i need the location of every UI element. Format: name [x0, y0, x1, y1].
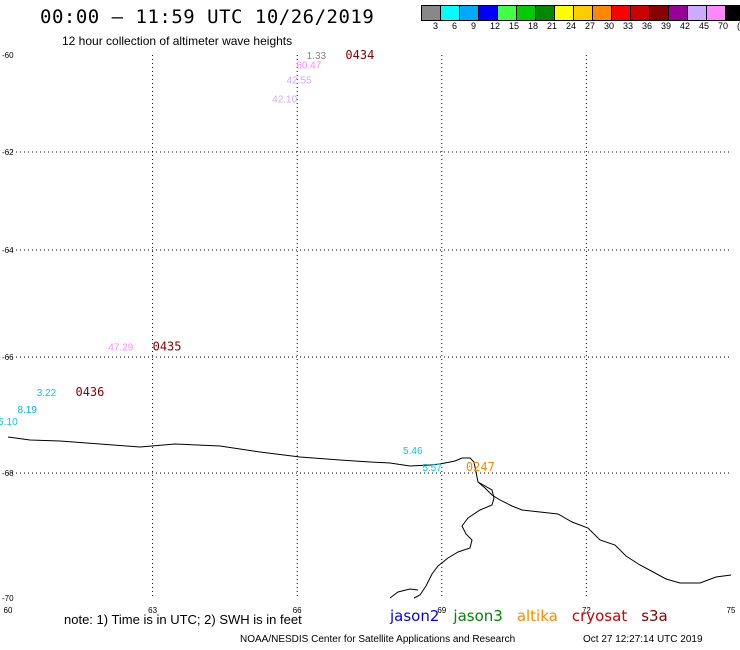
- lat-lon-grid: [8, 55, 731, 598]
- pass-time-label: 0435: [153, 339, 182, 353]
- x-tick-label: 72: [582, 606, 591, 615]
- satellite-name: altika: [516, 607, 558, 625]
- wave-height-value: 5.46: [403, 446, 423, 457]
- legend-label: 36: [642, 21, 653, 31]
- x-tick-label: 75: [727, 606, 736, 615]
- y-tick-label: -60: [2, 51, 14, 60]
- y-tick-label: -68: [2, 469, 14, 478]
- coastline-inlet: [413, 481, 495, 599]
- legend-label: 18: [528, 21, 539, 31]
- map-title: 00:00 – 11:59 UTC 10/26/2019: [40, 6, 375, 28]
- y-tick-label: -70: [2, 594, 14, 603]
- wave-height-value: 8.19: [17, 405, 37, 416]
- map-subtitle: 12 hour collection of altimeter wave hei…: [62, 34, 293, 48]
- satellite-name: cryosat: [571, 607, 628, 625]
- legend-label: 45: [699, 21, 710, 31]
- wave-height-value: 3.22: [37, 388, 57, 399]
- legend-label: 70: [718, 21, 729, 31]
- coastline-main: [7, 436, 732, 584]
- legend-label: 6: [452, 21, 458, 31]
- legend-label: 39: [661, 21, 672, 31]
- satellite-pass-times: 0434 0435 0436 0247: [75, 48, 494, 474]
- legend-swatch: [725, 5, 740, 21]
- pass-time-label: 0434: [345, 48, 374, 62]
- legend-label: 9: [471, 21, 477, 31]
- wave-height-value: 47.29: [108, 342, 133, 353]
- footnote: note: 1) Time is in UTC; 2) SWH is in fe…: [64, 612, 302, 627]
- legend-label: 21: [547, 21, 558, 31]
- pass-time-label: 0436: [75, 385, 104, 399]
- wave-height-value: 1.33: [307, 51, 327, 62]
- color-legend: [421, 5, 740, 21]
- satellite-legend: jason2 jason3 altika cryosat s3a: [390, 607, 682, 625]
- legend-label: 15: [509, 21, 520, 31]
- wave-height-value: 5.10: [0, 417, 18, 428]
- legend-label: 3: [433, 21, 439, 31]
- legend-label: 42: [680, 21, 691, 31]
- axis-tick-labels: 60 63 66 69 72 75 -60 -62 -64 -66 -68 -70: [2, 51, 736, 615]
- wave-height-value: 42.10: [272, 95, 297, 106]
- coastline-islet: [389, 588, 419, 599]
- x-tick-label: 63: [148, 606, 157, 615]
- satellite-name: jason3: [453, 607, 503, 625]
- legend-label: 24: [566, 21, 577, 31]
- legend-label: (ft): [737, 21, 740, 31]
- legend-label: 27: [585, 21, 596, 31]
- wave-height-value: 5.57: [422, 463, 442, 474]
- y-tick-label: -66: [2, 353, 14, 362]
- pass-time-label: 0247: [466, 460, 495, 474]
- x-tick-label: 69: [437, 606, 446, 615]
- x-tick-label: 60: [4, 606, 13, 615]
- x-tick-label: 66: [293, 606, 302, 615]
- timestamp-text: Oct 27 12:27:14 UTC 2019: [583, 634, 703, 645]
- y-tick-label: -62: [2, 148, 14, 157]
- wave-height-value: 60.47: [296, 61, 321, 72]
- y-tick-label: -64: [2, 246, 14, 255]
- antarctic-coastline: [7, 436, 732, 599]
- legend-label: 12: [490, 21, 501, 31]
- legend-label: 33: [623, 21, 634, 31]
- satellite-name: jason2: [390, 607, 440, 625]
- wave-height-value: 42.55: [287, 75, 312, 86]
- legend-label: 30: [604, 21, 615, 31]
- satellite-name: s3a: [641, 607, 668, 625]
- credit-text: NOAA/NESDIS Center for Satellite Applica…: [240, 634, 516, 645]
